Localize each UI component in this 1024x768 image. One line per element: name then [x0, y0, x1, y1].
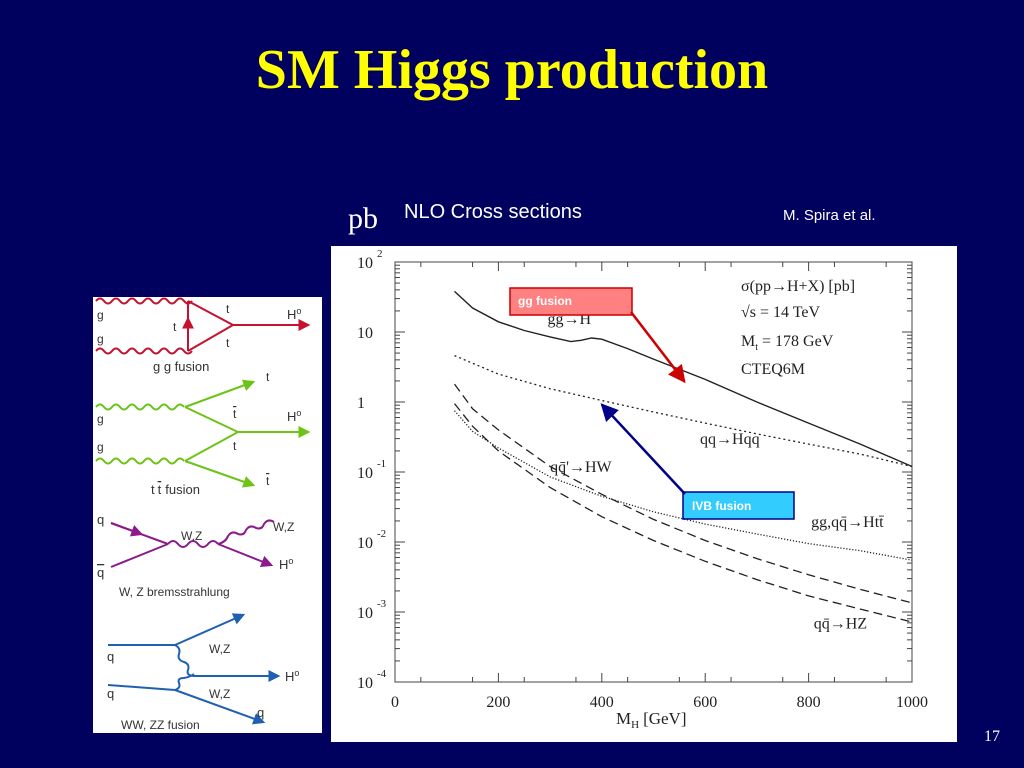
- y-tick-label: 102: [357, 248, 383, 272]
- legend-block: σ(pp→H+X) [pb] √s = 14 TeV Mt = 178 GeV …: [741, 278, 855, 378]
- gg-label-t2: t: [173, 320, 177, 334]
- x-axis-label: MH [GeV]: [616, 709, 687, 731]
- y-tick-label: 10-2: [357, 528, 386, 552]
- ttbar-label-g-top: g: [97, 412, 104, 426]
- brems-label-q: q: [97, 512, 104, 527]
- legend-line-3: Mt = 178 GeV: [741, 333, 834, 353]
- ww-fusion-caption: WW, ZZ fusion: [121, 718, 200, 732]
- ww-label-wz-top: W,Z: [209, 642, 230, 656]
- series-line-3: [454, 410, 913, 561]
- cross-section-plot-panel: 0 200 400 600 800 1000 102 10 1 10-1 10-2 10-3 10-4…: [331, 246, 957, 742]
- wz-top-propagator: [174, 644, 194, 677]
- cross-section-chart: 0 200 400 600 800 1000 102 10 1 10-1 10-2 10-3 10-4…: [357, 248, 928, 731]
- brems-label-qbar: q: [97, 565, 104, 580]
- y-tick-label: 10-1: [357, 458, 386, 482]
- brems-label-wz-prop: W,Z: [181, 529, 202, 543]
- annotations: gg fusion IVB fusion: [509, 287, 795, 520]
- y-tick-label: 10: [357, 325, 373, 342]
- slide-title: SM Higgs production: [255, 39, 769, 101]
- ttbar-label-tbar-mid: t: [233, 407, 237, 421]
- ttbar-label-t-mid: t: [233, 439, 237, 453]
- ivb-fusion-annotation-box: [682, 491, 795, 520]
- legend-line-4: CTEQ6M: [741, 361, 805, 378]
- legend-line-2: √s = 14 TeV: [741, 304, 821, 321]
- legend-line-1: σ(pp→H+X) [pb]: [741, 278, 855, 295]
- feynman-diagrams-panel: g g t t t Ho g g fusion g g t t t t Ho t…: [93, 297, 322, 733]
- ww-label-q-top: q: [107, 649, 114, 664]
- ww-label-q-bottom: q: [107, 686, 114, 701]
- gg-fusion-annotation: gg fusion: [518, 294, 572, 308]
- brems-label-higgs: Ho: [279, 556, 293, 572]
- x-tick-label: 600: [693, 694, 717, 711]
- ttbar-fusion-diagram: [95, 379, 311, 488]
- y-tick-label: 10-4: [357, 668, 387, 692]
- gluon-line-top: [95, 297, 193, 305]
- gg-fusion-annotation-arrow: [630, 311, 686, 384]
- gg-fusion-annotation-box: [509, 287, 633, 316]
- x-tick-label: 0: [391, 694, 399, 711]
- ivb-fusion-annotation: IVB fusion: [692, 499, 751, 513]
- series-label-4: qq̄→HZ: [814, 616, 867, 633]
- ttbar-label-g-bottom: g: [97, 440, 104, 454]
- ww-label-q-out: q: [257, 705, 264, 720]
- gg-label-g-top: g: [97, 308, 104, 322]
- x-tick-label: 800: [797, 694, 821, 711]
- y-tick-labels: 102 10 1 10-1 10-2 10-3 10-4: [357, 248, 387, 692]
- x-tick-label: 1000: [896, 694, 928, 711]
- ttbar-label-higgs: Ho: [287, 408, 301, 424]
- credit-label: M. Spira et al.: [783, 207, 876, 224]
- wz-bottom-propagator: [174, 673, 195, 691]
- ttbar-label-tbar-out: t: [266, 474, 270, 488]
- gg-label-higgs: Ho: [287, 306, 301, 322]
- series-line-4: [453, 403, 913, 623]
- gg-label-t1: t: [226, 302, 230, 316]
- x-tick-label: 200: [486, 694, 510, 711]
- y-unit-label: pb: [348, 202, 378, 235]
- axis-ticks: [394, 261, 913, 683]
- series-label-2: qq̄'→HW: [550, 459, 612, 476]
- bremsstrahlung-caption: W, Z bremsstrahlung: [119, 585, 230, 599]
- series-label-1: qq→Hqq: [700, 431, 760, 448]
- ivb-fusion-annotation-arrow: [600, 403, 686, 495]
- plot-caption: NLO Cross sections: [404, 201, 582, 223]
- gluon-line-bottom: [95, 457, 185, 465]
- ww-fusion-diagram: [107, 613, 281, 725]
- feynman-diagrams: g g t t t Ho g g fusion g g t t t t Ho t…: [95, 297, 311, 732]
- bremsstrahlung-diagram: [110, 519, 275, 568]
- slide-number: 17: [984, 728, 1000, 745]
- ttbar-fusion-caption: t t fusion: [151, 482, 200, 497]
- gg-fusion-caption: g g fusion: [153, 359, 209, 374]
- gluon-line-top: [95, 403, 185, 411]
- series-label-3: gg,qq̄→Htt̄: [811, 514, 884, 531]
- x-tick-labels: 0 200 400 600 800 1000: [391, 694, 928, 711]
- brems-label-wz-out: W,Z: [273, 520, 294, 534]
- gg-label-g-bottom: g: [97, 332, 104, 346]
- gluon-line-bottom: [95, 347, 193, 355]
- y-tick-label: 1: [357, 395, 365, 412]
- gg-label-t3: t: [226, 336, 230, 350]
- series-line-0: [454, 290, 913, 468]
- wz-out: [217, 519, 275, 545]
- y-tick-label: 10-3: [357, 598, 387, 622]
- wz-propagator: [167, 540, 219, 548]
- ttbar-label-t-out: t: [266, 370, 270, 384]
- series-line-1: [454, 355, 913, 468]
- ww-label-wz-bottom: W,Z: [209, 687, 230, 701]
- series-line-2: [453, 383, 913, 604]
- x-tick-label: 400: [590, 694, 614, 711]
- gg-fusion-diagram: [95, 297, 311, 355]
- ww-label-higgs: Ho: [285, 668, 299, 684]
- series-lines: [453, 290, 913, 623]
